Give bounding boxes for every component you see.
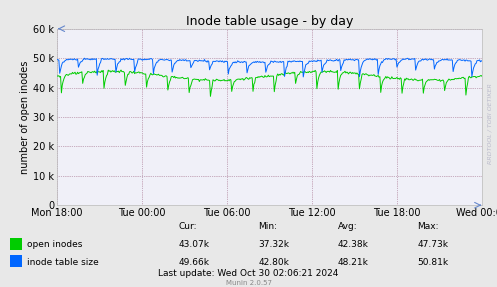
Text: 48.21k: 48.21k bbox=[338, 257, 369, 267]
Text: 37.32k: 37.32k bbox=[258, 240, 289, 249]
Text: open inodes: open inodes bbox=[27, 240, 83, 249]
Text: Min:: Min: bbox=[258, 222, 277, 231]
Text: Cur:: Cur: bbox=[179, 222, 197, 231]
Text: Last update: Wed Oct 30 02:06:21 2024: Last update: Wed Oct 30 02:06:21 2024 bbox=[159, 269, 338, 278]
Text: 43.07k: 43.07k bbox=[179, 240, 210, 249]
Text: 50.81k: 50.81k bbox=[417, 257, 449, 267]
Text: 47.73k: 47.73k bbox=[417, 240, 448, 249]
Text: 42.80k: 42.80k bbox=[258, 257, 289, 267]
Text: 42.38k: 42.38k bbox=[338, 240, 369, 249]
Text: Max:: Max: bbox=[417, 222, 439, 231]
Title: Inode table usage - by day: Inode table usage - by day bbox=[186, 15, 353, 28]
Text: Munin 2.0.57: Munin 2.0.57 bbox=[226, 280, 271, 286]
Text: Avg:: Avg: bbox=[338, 222, 357, 231]
Y-axis label: number of open inodes: number of open inodes bbox=[20, 60, 30, 174]
Text: RRDTOOL / TOBI OETIKER: RRDTOOL / TOBI OETIKER bbox=[487, 83, 492, 164]
Text: inode table size: inode table size bbox=[27, 257, 99, 267]
Text: 49.66k: 49.66k bbox=[179, 257, 210, 267]
